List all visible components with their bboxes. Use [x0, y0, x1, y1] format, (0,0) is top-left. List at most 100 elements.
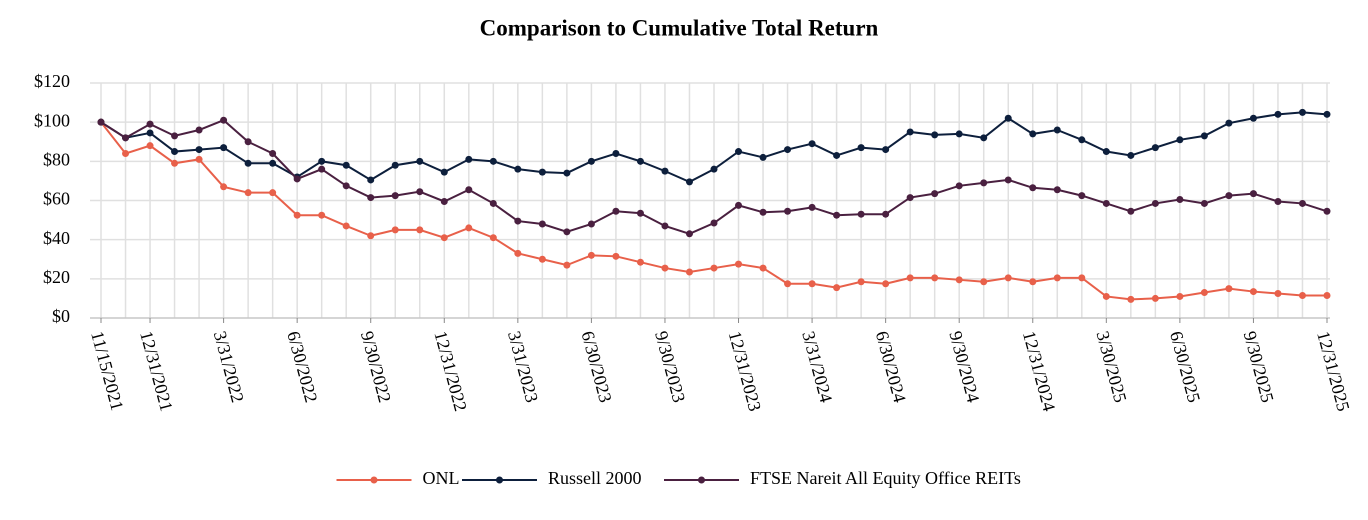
data-point	[1225, 119, 1233, 127]
data-point	[685, 230, 693, 238]
data-point	[342, 222, 350, 230]
data-point	[220, 144, 228, 152]
data-point	[833, 151, 841, 159]
data-point	[514, 249, 522, 257]
data-point	[367, 232, 375, 240]
data-point	[416, 188, 424, 196]
data-point	[857, 278, 865, 286]
data-point	[1249, 190, 1257, 198]
y-tick-label: $80	[43, 149, 70, 169]
data-point	[955, 276, 963, 284]
y-tick-label: $40	[43, 228, 70, 248]
y-tick-label: $100	[34, 110, 70, 130]
data-point	[195, 146, 203, 154]
data-point	[1323, 291, 1331, 299]
data-point	[563, 261, 571, 269]
data-point	[759, 264, 767, 272]
data-point	[955, 182, 963, 190]
data-point	[367, 176, 375, 184]
data-point	[857, 144, 865, 152]
x-tick-label: 12/31/2024	[1019, 329, 1060, 413]
data-point	[980, 179, 988, 187]
data-point	[1176, 292, 1184, 300]
legend-marker	[496, 476, 503, 484]
data-point	[1225, 192, 1233, 200]
chart-title: Comparison to Cumulative Total Return	[480, 15, 879, 40]
data-point	[269, 189, 277, 197]
data-point	[808, 140, 816, 148]
x-tick-label: 12/31/2022	[430, 329, 471, 413]
data-point	[1102, 148, 1110, 156]
data-point	[440, 197, 448, 205]
data-point	[171, 159, 179, 167]
data-point	[440, 234, 448, 242]
data-point	[1176, 136, 1184, 144]
data-point	[1078, 136, 1086, 144]
data-point	[784, 146, 792, 154]
data-point	[220, 183, 228, 191]
x-tick-label: 12/31/2021	[136, 329, 177, 413]
data-point	[171, 148, 179, 156]
data-point	[710, 219, 718, 227]
data-point	[1078, 274, 1086, 282]
data-point	[759, 153, 767, 161]
data-point	[980, 134, 988, 142]
data-point	[146, 129, 154, 137]
data-point	[759, 208, 767, 216]
x-tick-label: 12/31/2023	[725, 329, 766, 413]
data-point	[931, 131, 939, 139]
x-tick-label: 3/31/2024	[798, 329, 836, 405]
data-point	[293, 211, 301, 219]
x-tick-label: 11/15/2021	[87, 329, 127, 413]
data-point	[808, 203, 816, 211]
x-tick-label: 6/30/2022	[283, 329, 321, 405]
data-point	[269, 159, 277, 167]
data-point	[1053, 274, 1061, 282]
data-point	[538, 168, 546, 176]
data-point	[1127, 295, 1135, 303]
y-tick-label: $20	[43, 267, 70, 287]
data-point	[1200, 199, 1208, 207]
data-point	[906, 128, 914, 136]
data-point	[465, 224, 473, 232]
data-point	[808, 280, 816, 288]
data-point	[1249, 288, 1257, 296]
data-point	[465, 155, 473, 163]
data-point	[857, 210, 865, 218]
y-tick-label: $60	[43, 189, 70, 209]
data-point	[1249, 114, 1257, 122]
data-point	[244, 159, 252, 167]
data-point	[980, 278, 988, 286]
data-point	[416, 226, 424, 234]
data-point	[612, 150, 620, 157]
data-point	[636, 258, 644, 266]
data-point	[514, 217, 522, 225]
data-point	[735, 201, 743, 209]
data-point	[587, 220, 595, 228]
x-tick-label: 3/31/2023	[504, 329, 542, 405]
data-point	[342, 182, 350, 190]
data-point	[1127, 151, 1135, 159]
data-point	[931, 274, 939, 282]
data-point	[784, 280, 792, 288]
data-point	[1004, 274, 1012, 282]
data-point	[122, 134, 130, 142]
data-point	[636, 157, 644, 165]
data-point	[685, 178, 693, 186]
data-point	[906, 274, 914, 282]
data-point	[563, 228, 571, 236]
data-point	[342, 161, 350, 169]
data-point	[1323, 110, 1331, 118]
data-point	[1298, 199, 1306, 207]
data-point	[97, 118, 105, 126]
x-tick-label: 9/30/2023	[651, 329, 689, 405]
data-point	[1004, 176, 1012, 184]
x-tick-label: 9/30/2024	[945, 329, 983, 405]
data-point	[1102, 292, 1110, 300]
data-point	[710, 165, 718, 173]
data-point	[1029, 278, 1037, 286]
legend-label: FTSE Nareit All Equity Office REITs	[750, 468, 1021, 488]
data-point	[146, 120, 154, 128]
data-point	[1029, 130, 1037, 138]
